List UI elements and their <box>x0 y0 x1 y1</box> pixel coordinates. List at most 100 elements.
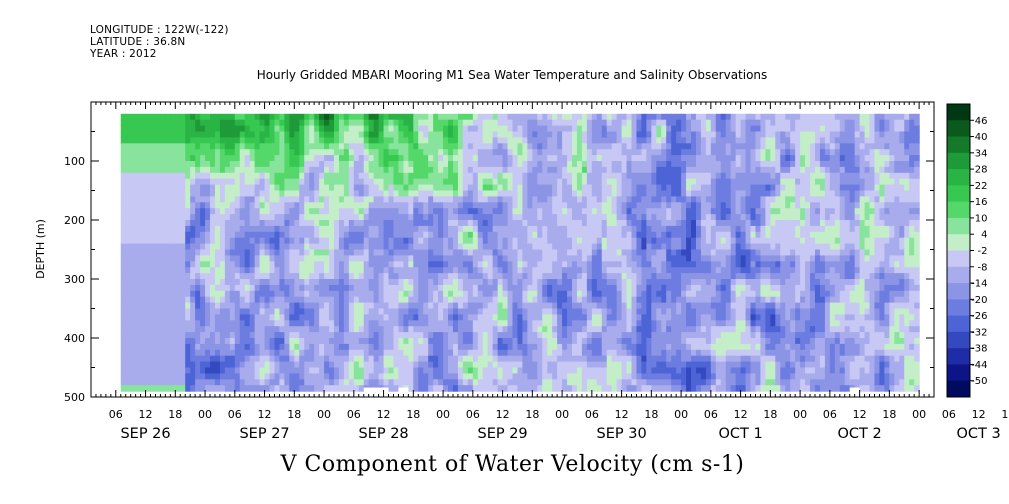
field-cell <box>418 284 424 292</box>
field-cell <box>423 267 429 274</box>
field-cell <box>557 320 563 327</box>
field-cell <box>289 249 295 256</box>
field-cell <box>443 166 449 174</box>
field-cell <box>507 385 514 392</box>
field-cell <box>363 214 370 221</box>
field-cell <box>641 279 647 286</box>
field-cell <box>195 373 201 380</box>
field-cell <box>477 267 484 274</box>
field-cell <box>512 237 519 245</box>
field-cell <box>373 143 380 150</box>
field-cell <box>428 385 434 392</box>
field-cell <box>428 273 434 280</box>
field-cell <box>190 261 196 268</box>
field-cell <box>601 125 608 133</box>
field-cell <box>363 196 370 203</box>
field-cell <box>160 361 166 369</box>
field-cell <box>418 385 424 392</box>
field-cell <box>239 243 246 251</box>
field-cell <box>309 113 315 121</box>
field-cell <box>200 237 206 245</box>
field-cell <box>294 184 300 192</box>
field-cell <box>289 125 295 133</box>
field-cell <box>641 255 647 262</box>
field-cell <box>294 326 300 333</box>
field-cell <box>562 385 568 392</box>
field-cell <box>532 355 538 363</box>
field-cell <box>418 149 424 156</box>
field-cell <box>413 243 419 251</box>
field-cell <box>358 379 365 386</box>
field-cell <box>125 349 132 357</box>
field-cell <box>219 243 226 251</box>
field-cell <box>145 279 152 286</box>
field-cell <box>418 237 424 245</box>
field-cell <box>145 314 152 321</box>
field-cell <box>299 379 305 386</box>
field-cell <box>239 220 246 227</box>
field-cell <box>423 208 429 215</box>
field-cell <box>388 237 395 245</box>
field-cell <box>596 267 603 274</box>
field-cell <box>175 208 181 215</box>
field-cell <box>572 320 578 327</box>
field-cell <box>234 385 241 392</box>
field-cell <box>616 326 623 333</box>
field-cell <box>200 243 206 251</box>
field-cell <box>219 178 226 186</box>
field-cell <box>165 290 171 298</box>
field-cell <box>160 131 166 138</box>
field-cell <box>333 261 340 268</box>
field-cell <box>562 261 568 268</box>
field-cell <box>249 143 256 150</box>
field-cell <box>338 290 345 298</box>
field-cell <box>130 279 137 286</box>
field-cell <box>428 208 434 215</box>
field-cell <box>269 296 276 304</box>
field-cell <box>626 113 633 121</box>
field-cell <box>319 125 325 133</box>
field-cell <box>363 284 370 292</box>
field-cell <box>567 308 573 315</box>
field-cell <box>452 355 459 363</box>
field-cell <box>443 296 449 304</box>
field-cell <box>443 279 449 286</box>
field-cell <box>249 249 256 256</box>
field-cell <box>616 184 623 192</box>
field-cell <box>641 290 647 298</box>
field-cell <box>616 302 623 310</box>
field-cell <box>254 196 261 203</box>
field-cell <box>522 225 528 233</box>
field-cell <box>383 137 390 144</box>
field-cell <box>552 172 558 180</box>
field-cell <box>413 332 419 339</box>
field-cell <box>527 184 533 192</box>
field-cell <box>309 178 315 186</box>
field-cell <box>413 385 419 392</box>
field-cell <box>452 279 459 286</box>
field-cell <box>170 355 176 363</box>
field-cell <box>616 249 623 256</box>
field-cell <box>586 355 593 363</box>
field-cell <box>487 220 494 227</box>
field-cell <box>586 202 593 209</box>
field-cell <box>120 249 127 256</box>
field-cell <box>487 273 494 280</box>
field-cell <box>388 261 395 268</box>
field-cell <box>200 208 206 215</box>
field-cell <box>254 143 261 150</box>
field-cell <box>269 143 276 150</box>
field-cell <box>472 261 479 268</box>
field-cell <box>358 149 365 156</box>
field-cell <box>457 361 464 369</box>
field-cell <box>636 225 643 233</box>
field-cell <box>130 343 137 351</box>
field-cell <box>512 149 519 156</box>
field-cell <box>497 202 504 209</box>
field-cell <box>264 190 271 197</box>
field-cell <box>398 243 405 251</box>
field-cell <box>408 137 414 144</box>
field-cell <box>448 125 454 133</box>
field-cell <box>289 361 295 369</box>
field-cell <box>393 290 400 298</box>
